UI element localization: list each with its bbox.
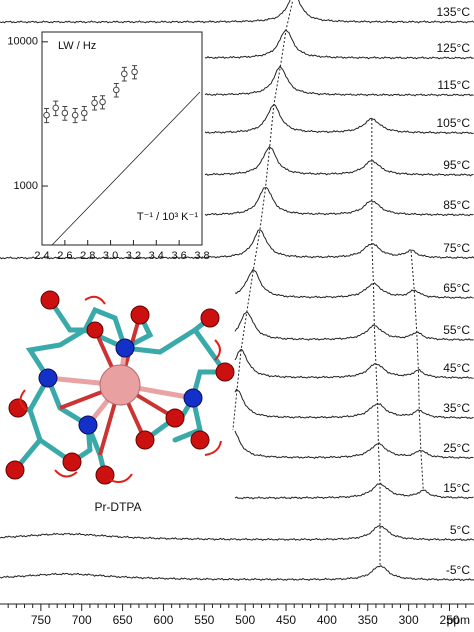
temperature-label: 55°C — [443, 323, 470, 337]
data-point — [71, 111, 79, 119]
temperature-label: 25°C — [443, 441, 470, 455]
data-point — [120, 70, 128, 78]
x-tick-label: 750 — [31, 613, 51, 627]
inset-chart: 1000 10000 2.4 2.6 2.8 3.0 3.2 3.4 3.6 3.8 LW / Hz… — [7, 31, 210, 262]
temperature-label: 15°C — [443, 481, 470, 495]
x-tick-label: 2.6 — [57, 250, 72, 262]
x-tick-label: 650 — [113, 613, 133, 627]
spectrum — [234, 482, 474, 500]
spectrum — [204, 65, 474, 97]
spectra: 135°C 125°C 115°C 105°C 95°C 85°C 75°C 65°C 55°C… — [0, 0, 474, 582]
spectrum — [204, 103, 474, 135]
peak-trace — [232, 0, 294, 431]
y-tick-label: 10000 — [7, 36, 38, 48]
x-tick-label: 500 — [235, 613, 255, 627]
spectrum — [204, 29, 474, 60]
spectrum — [234, 268, 474, 299]
y-tick-label: 1000 — [14, 180, 38, 192]
spectrum — [0, 565, 474, 582]
x-tick-label: 700 — [72, 613, 92, 627]
temperature-label: 95°C — [443, 158, 470, 172]
x-tick-label: 2.4 — [34, 250, 49, 262]
data-point — [80, 109, 88, 117]
peak-trace — [410, 250, 424, 492]
data-point — [61, 109, 69, 117]
x-tick-label: 400 — [317, 613, 337, 627]
x-axis-label: ppm — [447, 613, 470, 627]
data-point — [91, 99, 98, 107]
spectrum — [234, 310, 474, 342]
spectrum — [234, 388, 474, 420]
data-point — [43, 111, 50, 119]
spectrum — [0, 229, 474, 260]
data-point — [99, 98, 106, 106]
peak-trace — [371, 119, 381, 566]
x-tick-label: 3.8 — [194, 250, 209, 262]
x-tick-label: 250 — [439, 613, 459, 627]
temperature-label: 125°C — [437, 41, 471, 55]
spectrum — [204, 145, 474, 177]
x-tick-label: 300 — [399, 613, 419, 627]
annotation: Pr-DTPA — [94, 500, 141, 514]
x-tick-label: 3.4 — [149, 250, 164, 262]
x-tick-label: 450 — [276, 613, 296, 627]
temperature-label: 45°C — [443, 361, 470, 375]
spectrum — [0, 0, 474, 24]
temperature-label: 115°C — [437, 78, 470, 92]
temperature-label: 135°C — [437, 5, 471, 19]
x-tick-label: 3.6 — [171, 250, 186, 262]
x-tick-label: 350 — [358, 613, 378, 627]
temperature-label: 105°C — [437, 116, 471, 130]
spectrum — [204, 187, 474, 217]
temperature-label: -5°C — [446, 563, 470, 577]
x-axis-label: T⁻¹ / 10³ K⁻¹ — [137, 211, 198, 223]
x-tick-label: 3.0 — [103, 250, 118, 262]
x-tick-label: 2.8 — [80, 250, 95, 262]
spectrum — [234, 430, 474, 460]
temperature-label: 65°C — [443, 281, 470, 295]
temperature-label: 35°C — [443, 401, 470, 415]
reference-line — [51, 91, 201, 246]
spectrum — [234, 348, 474, 380]
temperature-label: 85°C — [443, 198, 470, 212]
spectrum — [0, 525, 474, 542]
temperature-label: 5°C — [450, 523, 470, 537]
molecule: Pr-DTPA — [5, 290, 235, 514]
data-point — [131, 68, 138, 76]
x-tick-label: 600 — [153, 613, 173, 627]
data-point — [52, 104, 60, 112]
temperature-label: 75°C — [443, 241, 470, 255]
x-tick-label: 3.2 — [126, 250, 141, 262]
x-tick-label: 550 — [194, 613, 214, 627]
data-point — [112, 86, 120, 94]
y-axis-label: LW / Hz — [58, 40, 96, 52]
